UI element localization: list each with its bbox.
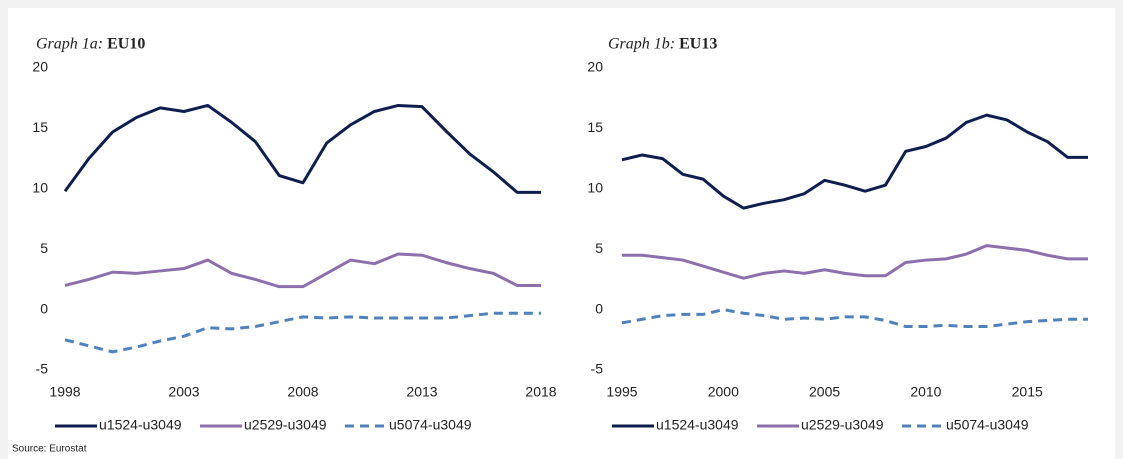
source-note: Source: Eurostat <box>12 444 87 455</box>
x-tick-label: 2005 <box>809 384 840 400</box>
y-tick-label: -5 <box>591 361 604 377</box>
x-tick-label: 2018 <box>525 384 556 400</box>
chart-title-prefix: Graph 1b: <box>608 36 675 53</box>
x-tick-label: 2008 <box>287 384 318 400</box>
legend-label: u1524-u3049 <box>99 417 182 433</box>
series-line <box>64 311 541 354</box>
series-line <box>621 308 1088 329</box>
y-tick-label: 20 <box>32 59 48 75</box>
x-tick-label: 2010 <box>910 384 941 400</box>
chart-title-prefix: Graph 1a: <box>36 36 103 53</box>
x-tick-label: 1995 <box>606 384 637 400</box>
series-line <box>622 244 1088 280</box>
legend-label: u2529-u3049 <box>244 417 327 433</box>
y-tick-label: 0 <box>40 300 48 316</box>
x-tick-label: 2000 <box>708 384 739 400</box>
x-tick-label: 2003 <box>168 384 199 400</box>
y-tick-label: 15 <box>587 119 603 135</box>
y-tick-label: 0 <box>595 300 603 316</box>
series-line <box>64 252 541 289</box>
y-tick-label: 10 <box>32 180 48 196</box>
legend-label: u5074-u3049 <box>946 417 1029 433</box>
legend-label: u1524-u3049 <box>656 417 739 433</box>
y-tick-label: 5 <box>40 240 48 256</box>
panel <box>8 8 1115 459</box>
x-tick-label: 2013 <box>406 384 437 400</box>
legend-label: u5074-u3049 <box>389 417 472 433</box>
y-tick-label: 15 <box>32 119 48 135</box>
chart-title: EU13 <box>679 36 717 53</box>
y-tick-label: -5 <box>36 361 49 377</box>
legend-label: u2529-u3049 <box>801 417 884 433</box>
series-line <box>63 103 541 194</box>
y-tick-label: 20 <box>587 59 603 75</box>
x-tick-label: 1998 <box>49 384 80 400</box>
chart-title: EU10 <box>107 36 145 53</box>
series-line <box>621 113 1088 210</box>
y-tick-label: 10 <box>587 180 603 196</box>
x-tick-label: 2015 <box>1012 384 1043 400</box>
y-tick-label: 5 <box>595 240 603 256</box>
